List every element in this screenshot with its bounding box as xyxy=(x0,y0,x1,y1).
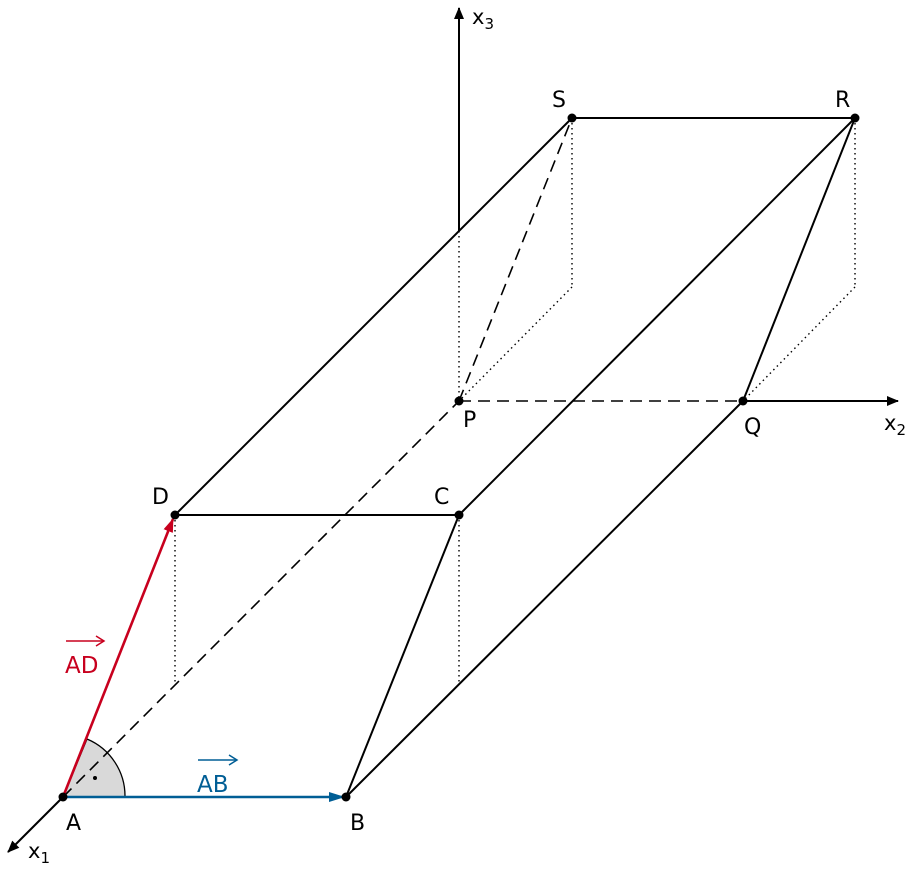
point-R-dot xyxy=(850,113,860,123)
right-angle-dot xyxy=(93,776,97,780)
edge-CR xyxy=(458,117,856,516)
vector-AD xyxy=(61,518,175,798)
point-P-label: P xyxy=(463,408,476,433)
point-D-label: D xyxy=(152,485,169,510)
point-D-dot xyxy=(170,510,180,520)
vector-AB-text: AB xyxy=(197,772,229,798)
point-S-label: S xyxy=(552,88,566,113)
hidden-edges xyxy=(62,117,743,798)
point-S-dot xyxy=(567,113,577,123)
point-A-label: A xyxy=(66,811,81,836)
axis-x1-label: x1 xyxy=(28,839,50,867)
angle-sector xyxy=(62,738,126,798)
vector-AD-label: AD xyxy=(65,635,106,679)
x1-axis xyxy=(7,796,64,853)
point-Q-dot xyxy=(738,396,748,406)
axis-x3-label: x3 xyxy=(472,5,494,33)
vertex-dots xyxy=(58,113,860,802)
point-B-dot xyxy=(341,792,351,802)
point-B-label: B xyxy=(350,811,365,836)
visible-edges xyxy=(174,117,856,798)
projection-lines xyxy=(174,118,856,685)
point-C-dot xyxy=(454,510,464,520)
point-C-label: C xyxy=(434,485,449,510)
vector-AD-text: AD xyxy=(65,653,98,679)
edge-QR xyxy=(742,117,856,402)
edge-BC xyxy=(345,514,460,798)
point-A-dot xyxy=(58,792,68,802)
vector-AB-label: AB xyxy=(197,754,239,798)
point-P-dot xyxy=(454,396,464,406)
edge-DS xyxy=(174,117,573,516)
axis-x2-label: x2 xyxy=(884,411,906,439)
edge-BQ xyxy=(345,400,744,798)
point-Q-label: Q xyxy=(744,415,761,440)
point-R-label: R xyxy=(835,88,850,113)
